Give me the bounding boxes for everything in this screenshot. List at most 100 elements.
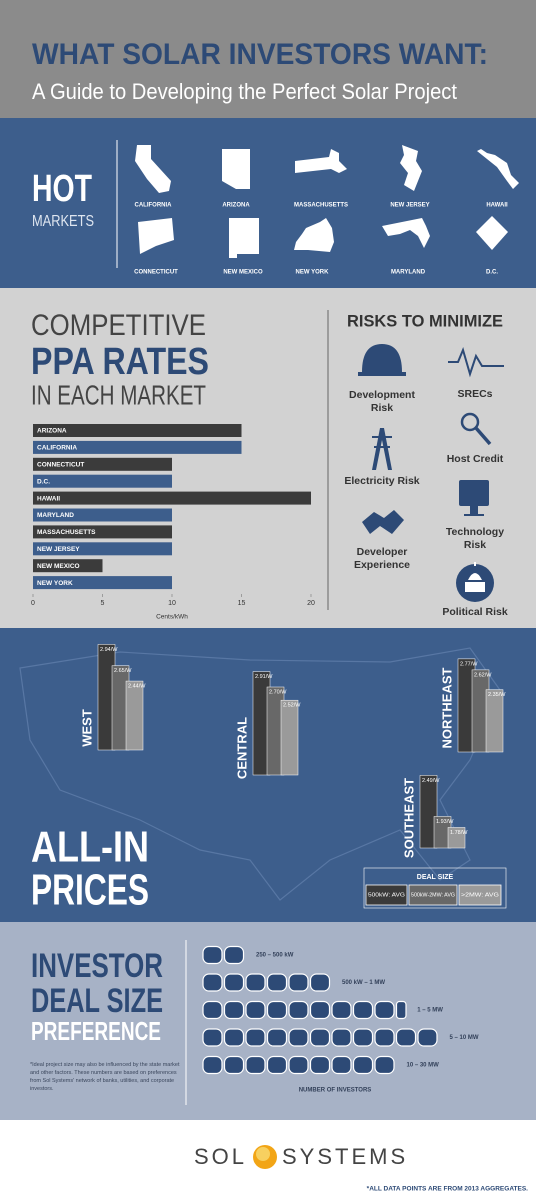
risk-icons xyxy=(358,344,504,602)
pill xyxy=(202,1028,223,1047)
region-label: SOUTHEAST xyxy=(401,778,416,858)
icon-hardhat xyxy=(358,344,406,376)
pill xyxy=(288,1000,309,1020)
bar-label: CALIFORNIA xyxy=(37,445,77,452)
state-shape xyxy=(294,218,334,252)
risk-label: Electricity Risk xyxy=(344,475,419,487)
bar xyxy=(33,424,242,437)
icon-magnifier xyxy=(460,412,480,432)
bar-label: D.C. xyxy=(37,478,50,485)
value-label: 1.93/W xyxy=(436,819,454,825)
legend-swatch xyxy=(365,884,408,906)
state-shape xyxy=(382,218,430,248)
pill xyxy=(331,1000,352,1020)
legend-title: DEAL SIZE xyxy=(417,874,454,881)
logo-sun xyxy=(256,1147,270,1161)
pictogram-row xyxy=(202,1000,407,1020)
pill xyxy=(266,1000,288,1020)
icon-panel xyxy=(459,480,489,506)
pill xyxy=(245,1028,266,1047)
legend-label: 500kW-2MW: AVG xyxy=(411,893,455,899)
section-title: ALL-IN xyxy=(31,823,149,872)
icon-srec xyxy=(448,347,504,378)
section-title: COMPETITIVE xyxy=(31,309,206,342)
state-shape xyxy=(295,149,347,173)
deal-bg xyxy=(0,922,536,1120)
pill xyxy=(266,973,288,992)
risk-label: Experience xyxy=(354,559,410,571)
bar xyxy=(280,699,299,776)
state-shape xyxy=(222,149,250,189)
state-label: CALIFORNIA xyxy=(135,203,173,209)
bar-label: MARYLAND xyxy=(37,512,74,519)
pill xyxy=(245,973,266,992)
pill xyxy=(331,1028,352,1047)
bar xyxy=(447,827,466,849)
value-label: 2.52/W xyxy=(283,703,301,709)
state-label: D.C. xyxy=(486,270,498,276)
pill xyxy=(245,1000,266,1020)
bar-label: NEW YORK xyxy=(37,580,73,587)
pill xyxy=(309,973,331,992)
pill xyxy=(288,973,309,992)
pill xyxy=(245,1055,266,1075)
logo-left: SOL xyxy=(194,1144,247,1169)
pill xyxy=(309,1028,331,1047)
risks-title: RISKS TO MINIMIZE xyxy=(347,311,503,330)
bar xyxy=(419,775,438,849)
value-label: 2.65/W xyxy=(114,668,132,674)
risk-label: Risk xyxy=(371,402,393,414)
x-tick-label: 15 xyxy=(238,600,246,607)
bar xyxy=(33,457,172,471)
bar xyxy=(33,508,172,522)
pill xyxy=(309,1000,331,1020)
state-shape xyxy=(400,145,422,191)
pill xyxy=(202,1055,223,1075)
value-label: 2.44/W xyxy=(128,684,146,690)
footer-note: *ALL DATA POINTS ARE FROM 2013 AGGREGATE… xyxy=(367,1186,529,1193)
row-label: 500 kW – 1 MW xyxy=(342,980,385,986)
bar xyxy=(33,491,311,505)
state-label: MASSACHUSETTS xyxy=(294,203,348,209)
section-title: PREFERENCE xyxy=(31,1016,161,1046)
risk-label: Political Risk xyxy=(442,606,508,618)
pill xyxy=(374,1000,395,1020)
x-tick-label: 0 xyxy=(31,600,35,607)
bar-label: CONNECTICUT xyxy=(37,462,84,469)
value-label: 2.35/W xyxy=(488,692,506,698)
pictogram-row xyxy=(202,1028,438,1047)
row-label: 1 – 5 MW xyxy=(417,1008,443,1014)
risk-label: SRECs xyxy=(457,388,492,400)
region-label: CENTRAL xyxy=(234,717,249,779)
value-label: 2.77/W xyxy=(460,661,478,667)
us-map xyxy=(19,647,501,901)
title: WHAT SOLAR INVESTORS WANT: xyxy=(32,38,488,71)
bar xyxy=(33,474,172,488)
pictogram-row xyxy=(202,945,245,965)
legend-label: >2MW: AVG xyxy=(461,893,500,899)
row-label: 250 – 500 kW xyxy=(256,953,294,959)
risk-label: Risk xyxy=(464,539,486,551)
state-shape xyxy=(138,218,174,254)
pill xyxy=(352,1028,374,1047)
header-bg xyxy=(0,0,536,118)
risk-label: Technology xyxy=(446,526,504,538)
pictogram-row xyxy=(202,973,331,992)
deal-note: *Ideal project size may also be influenc… xyxy=(30,1062,180,1092)
pill xyxy=(309,1055,331,1075)
pill xyxy=(288,1028,309,1047)
state-shape xyxy=(476,216,508,250)
x-tick-label: 20 xyxy=(307,600,315,607)
state-label: NEW JERSEY xyxy=(390,203,429,209)
risk-label: Development xyxy=(349,389,415,401)
note-box: *Ideal project size may also be influenc… xyxy=(30,1062,180,1092)
value-label: 1.78/W xyxy=(450,830,468,836)
section-title: INVESTOR xyxy=(31,947,163,985)
pill xyxy=(266,1028,288,1047)
icon-handshake xyxy=(362,510,404,534)
x-axis-label: NUMBER OF INVESTORS xyxy=(299,1088,372,1094)
pill xyxy=(223,1028,245,1047)
pill xyxy=(352,1000,374,1020)
pill xyxy=(288,1055,309,1075)
legend-label: 500kW: AVG xyxy=(368,893,406,899)
